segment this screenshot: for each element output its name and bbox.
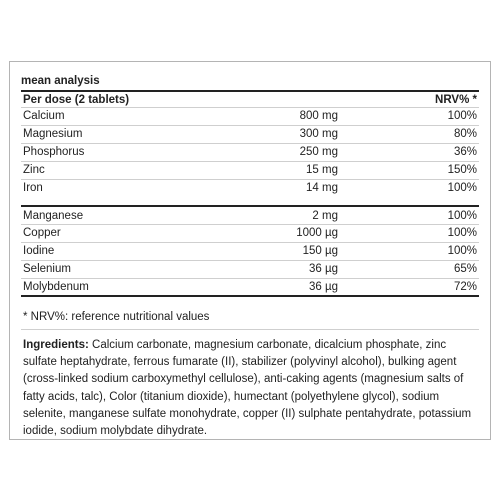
nutrient-name: Iron <box>23 182 43 194</box>
ingredients-label: Ingredients: <box>23 339 89 351</box>
nutrient-name: Molybdenum <box>23 281 89 293</box>
nutrient-nrv: 65% <box>453 263 477 275</box>
nutrient-amount: 1000 µg <box>296 227 338 239</box>
nrv-footnote: * NRV%: reference nutritional values <box>23 311 210 323</box>
table-row: Iron 14 mg 100% <box>21 180 479 198</box>
nutrient-nrv: 72% <box>453 281 477 293</box>
nutrient-amount: 14 mg <box>306 182 338 194</box>
nutrient-name: Phosphorus <box>23 146 85 158</box>
nutrient-nrv: 100% <box>447 245 477 257</box>
table-row: Copper 1000 µg 100% <box>21 225 479 243</box>
table-row: Molybdenum 36 µg 72% <box>21 279 479 297</box>
table-header-row: Per dose (2 tablets) NRV% * <box>21 90 479 108</box>
nutrient-nrv: 100% <box>447 110 477 122</box>
nutrient-amount: 300 mg <box>299 128 338 140</box>
nutrient-amount: 2 mg <box>312 210 338 222</box>
header-dose-label: Per dose (2 tablets) <box>23 94 130 106</box>
nutrition-panel <box>9 61 491 440</box>
nutrient-amount: 36 µg <box>308 263 338 275</box>
table-row: Phosphorus 250 mg 36% <box>21 144 479 162</box>
table-row: Manganese 2 mg 100% <box>21 205 479 225</box>
nutrient-name: Zinc <box>23 164 45 176</box>
nutrient-nrv: 100% <box>447 182 477 194</box>
nutrient-nrv: 36% <box>453 146 477 158</box>
nutrient-name: Copper <box>23 227 61 239</box>
nutrient-nrv: 100% <box>447 227 477 239</box>
nutrient-name: Selenium <box>23 263 71 275</box>
table-row: Calcium 800 mg 100% <box>21 108 479 126</box>
nutrition-table-group-2: Manganese 2 mg 100% Copper 1000 µg 100% … <box>21 205 479 297</box>
nutrition-table-group-1: Per dose (2 tablets) NRV% * Calcium 800 … <box>21 90 479 198</box>
table-row: Selenium 36 µg 65% <box>21 261 479 279</box>
nutrient-amount: 150 µg <box>302 245 338 257</box>
nutrient-nrv: 80% <box>453 128 477 140</box>
nutrient-name: Manganese <box>23 210 84 222</box>
nutrient-amount: 800 mg <box>299 110 338 122</box>
nutrient-amount: 15 mg <box>306 164 338 176</box>
analysis-heading: mean analysis <box>21 75 100 87</box>
nutrient-name: Iodine <box>23 245 55 257</box>
table-row: Magnesium 300 mg 80% <box>21 126 479 144</box>
footnote-divider <box>21 329 479 330</box>
nutrient-name: Calcium <box>23 110 65 122</box>
nutrient-amount: 250 mg <box>299 146 338 158</box>
table-row: Iodine 150 µg 100% <box>21 243 479 261</box>
nutrient-nrv: 150% <box>447 164 477 176</box>
nutrient-name: Magnesium <box>23 128 83 140</box>
ingredients-text: Ingredients: Calcium carbonate, magnesiu… <box>23 337 479 440</box>
nutrient-nrv: 100% <box>447 210 477 222</box>
ingredients-list: Calcium carbonate, magnesium carbonate, … <box>23 339 472 438</box>
header-nrv-label: NRV% * <box>435 94 477 106</box>
nutrient-amount: 36 µg <box>308 281 338 293</box>
table-row: Zinc 15 mg 150% <box>21 162 479 180</box>
